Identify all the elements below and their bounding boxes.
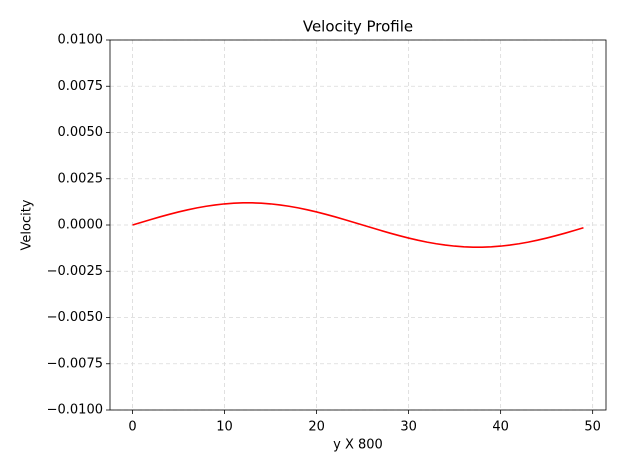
y-tick-label: 0.0075: [58, 79, 104, 94]
y-tick-label: 0.0050: [58, 125, 104, 140]
x-tick-label: 0: [128, 420, 136, 435]
y-tick-label: 0.0100: [58, 33, 104, 48]
y-tick-label: 0.0000: [58, 218, 104, 233]
y-tick-label: −0.0100: [47, 403, 103, 418]
y-tick-label: −0.0050: [47, 310, 103, 325]
line: [132, 202, 584, 248]
y-axis-label: Velocity: [20, 199, 35, 250]
x-tick-label: 40: [492, 420, 509, 435]
chart-title: Velocity Profile: [303, 18, 413, 36]
x-tick-label: 50: [584, 420, 601, 435]
x-axis-label: y X 800: [333, 438, 383, 453]
y-tick-label: −0.0075: [47, 356, 103, 371]
y-tick-label: −0.0025: [47, 264, 103, 279]
y-tick-label: 0.0025: [58, 171, 104, 186]
x-tick-label: 10: [216, 420, 233, 435]
x-tick-label: 20: [308, 420, 325, 435]
x-tick-label: 30: [400, 420, 417, 435]
plot-frame: [109, 39, 607, 411]
